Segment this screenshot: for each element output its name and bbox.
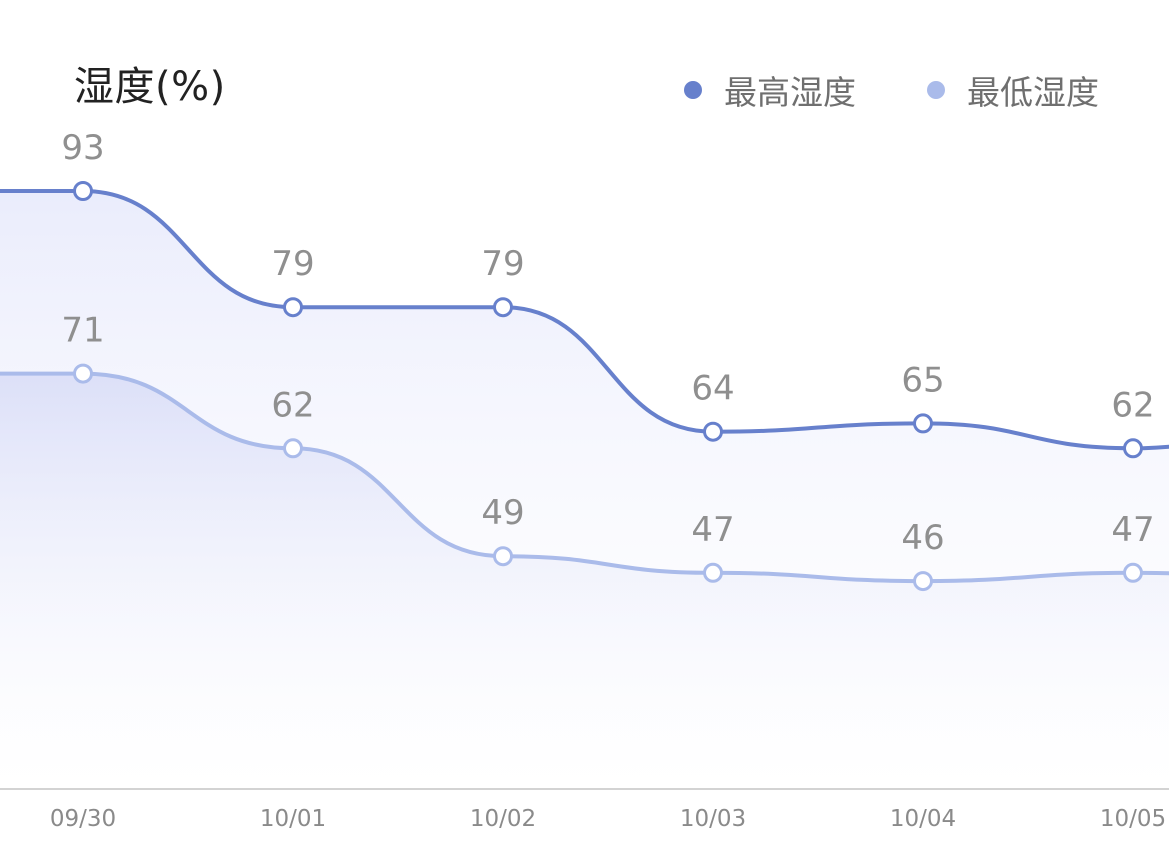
- point-min-humidity-4[interactable]: [913, 571, 933, 592]
- data-label-min-humidity-5: 47: [1111, 510, 1154, 550]
- point-max-humidity-0[interactable]: [73, 181, 93, 201]
- line-layer: [0, 189, 1169, 584]
- legend-item-min-humidity[interactable]: 最低湿度: [927, 66, 1099, 114]
- data-label-min-humidity-0: 71: [61, 311, 104, 351]
- x-tick-label-4: 10/04: [890, 806, 956, 832]
- legend-label-min-humidity: 最低湿度: [967, 73, 1099, 112]
- area-min-humidity: [0, 373, 1169, 789]
- legend-dot-min-humidity: [927, 81, 945, 99]
- line-max-humidity: [0, 189, 1169, 451]
- data-label-max-humidity-2: 79: [481, 244, 524, 284]
- data-label-max-humidity-1: 79: [271, 244, 314, 284]
- data-label-min-humidity-4: 46: [901, 518, 944, 558]
- point-min-humidity-3[interactable]: [703, 562, 723, 583]
- tick-layer: 09/30 10/01 10/02 10/03 10/04 10/05: [50, 806, 1166, 832]
- x-tick-label-1: 10/01: [260, 806, 326, 832]
- legend-label-max-humidity: 最高湿度: [724, 73, 856, 112]
- legend-item-max-humidity[interactable]: 最高湿度: [684, 66, 856, 114]
- point-max-humidity-2[interactable]: [493, 297, 513, 318]
- x-tick-label-2: 10/02: [470, 806, 536, 832]
- data-label-max-humidity-3: 64: [691, 369, 734, 409]
- point-max-humidity-1[interactable]: [283, 297, 303, 318]
- data-label-min-humidity-2: 49: [481, 493, 524, 533]
- point-min-humidity-1[interactable]: [283, 438, 303, 459]
- line-min-humidity: [0, 371, 1169, 584]
- point-min-humidity-0[interactable]: [73, 363, 93, 384]
- data-label-max-humidity-0: 93: [61, 128, 104, 168]
- x-tick-label-0: 09/30: [50, 806, 116, 832]
- point-max-humidity-5[interactable]: [1123, 438, 1143, 459]
- point-layer: [73, 181, 1143, 592]
- point-min-humidity-2[interactable]: [493, 546, 513, 567]
- x-tick-label-3: 10/03: [680, 806, 746, 832]
- legend-dot-max-humidity: [684, 81, 702, 99]
- data-label-max-humidity-4: 65: [901, 360, 944, 400]
- area-layer: [0, 191, 1169, 789]
- data-label-max-humidity-5: 62: [1111, 385, 1154, 425]
- point-max-humidity-4[interactable]: [913, 413, 933, 434]
- point-min-humidity-5[interactable]: [1123, 562, 1143, 583]
- data-label-min-humidity-3: 47: [691, 510, 734, 550]
- data-label-min-humidity-1: 62: [271, 385, 314, 425]
- label-layer: 93 79 79 64 65 62 71 62 49 47 46 47: [61, 128, 1154, 558]
- point-max-humidity-3[interactable]: [703, 421, 723, 442]
- x-tick-label-5: 10/05: [1100, 806, 1166, 832]
- chart-title: 湿度(%): [74, 64, 226, 110]
